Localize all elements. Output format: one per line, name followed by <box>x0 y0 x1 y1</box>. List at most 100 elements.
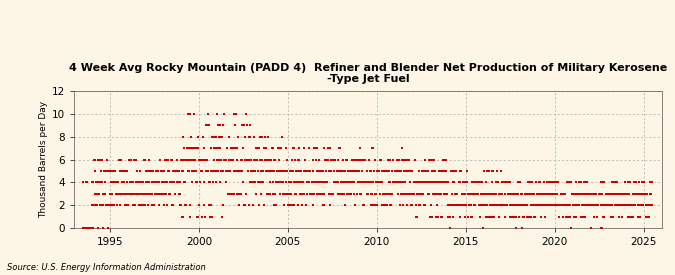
Point <box>553 203 564 208</box>
Point <box>163 157 173 162</box>
Point <box>379 169 390 173</box>
Point <box>595 180 606 185</box>
Point <box>638 203 649 208</box>
Point <box>304 180 315 185</box>
Point <box>317 169 328 173</box>
Point <box>98 192 109 196</box>
Point <box>423 192 434 196</box>
Point <box>531 203 542 208</box>
Point <box>102 203 113 208</box>
Point <box>302 180 313 185</box>
Point <box>254 157 265 162</box>
Point <box>431 203 442 208</box>
Point <box>270 192 281 196</box>
Point <box>629 192 640 196</box>
Point <box>484 203 495 208</box>
Point <box>497 192 508 196</box>
Point <box>146 169 157 173</box>
Point <box>125 192 136 196</box>
Point <box>637 192 647 196</box>
Point <box>91 192 102 196</box>
Point <box>469 192 480 196</box>
Point <box>282 192 293 196</box>
Point <box>624 192 634 196</box>
Point <box>405 203 416 208</box>
Point <box>254 180 265 185</box>
Point <box>554 214 564 219</box>
Point <box>115 192 126 196</box>
Point <box>645 203 656 208</box>
Point <box>371 169 382 173</box>
Point <box>267 169 277 173</box>
Point <box>639 180 649 185</box>
Point <box>103 169 113 173</box>
Point <box>286 169 296 173</box>
Point <box>416 169 427 173</box>
Point <box>163 169 173 173</box>
Point <box>354 157 364 162</box>
Point <box>213 169 223 173</box>
Point <box>124 192 134 196</box>
Point <box>596 203 607 208</box>
Point <box>572 192 583 196</box>
Point <box>131 180 142 185</box>
Point <box>348 192 359 196</box>
Point <box>344 169 355 173</box>
Point <box>509 203 520 208</box>
Point <box>218 169 229 173</box>
Point <box>267 146 278 150</box>
Point <box>549 203 560 208</box>
Point <box>428 157 439 162</box>
Point <box>618 203 629 208</box>
Point <box>598 180 609 185</box>
Point <box>287 169 298 173</box>
Point <box>155 192 166 196</box>
Point <box>259 203 269 208</box>
Point <box>579 214 590 219</box>
Point <box>313 180 323 185</box>
Point <box>130 180 141 185</box>
Point <box>212 146 223 150</box>
Point <box>313 169 323 173</box>
Point <box>151 169 162 173</box>
Point <box>437 169 448 173</box>
Point <box>169 192 180 196</box>
Point <box>418 180 429 185</box>
Point <box>217 214 228 219</box>
Point <box>412 180 423 185</box>
Point <box>88 180 99 185</box>
Point <box>642 192 653 196</box>
Point <box>109 169 120 173</box>
Point <box>521 203 532 208</box>
Point <box>200 157 211 162</box>
Point <box>236 157 246 162</box>
Point <box>114 169 125 173</box>
Point <box>570 192 581 196</box>
Point <box>136 180 147 185</box>
Point <box>364 180 375 185</box>
Point <box>233 134 244 139</box>
Point <box>586 203 597 208</box>
Point <box>626 203 637 208</box>
Point <box>310 157 321 162</box>
Point <box>236 157 247 162</box>
Point <box>541 192 551 196</box>
Point <box>541 203 551 208</box>
Point <box>489 192 500 196</box>
Point <box>507 192 518 196</box>
Point <box>128 203 139 208</box>
Point <box>451 169 462 173</box>
Point <box>626 214 637 219</box>
Point <box>246 180 257 185</box>
Point <box>571 192 582 196</box>
Point <box>343 192 354 196</box>
Point <box>132 180 143 185</box>
Point <box>630 192 641 196</box>
Point <box>556 192 567 196</box>
Point <box>457 192 468 196</box>
Point <box>315 169 325 173</box>
Point <box>192 214 202 219</box>
Point <box>358 180 369 185</box>
Point <box>277 169 288 173</box>
Point <box>477 226 488 230</box>
